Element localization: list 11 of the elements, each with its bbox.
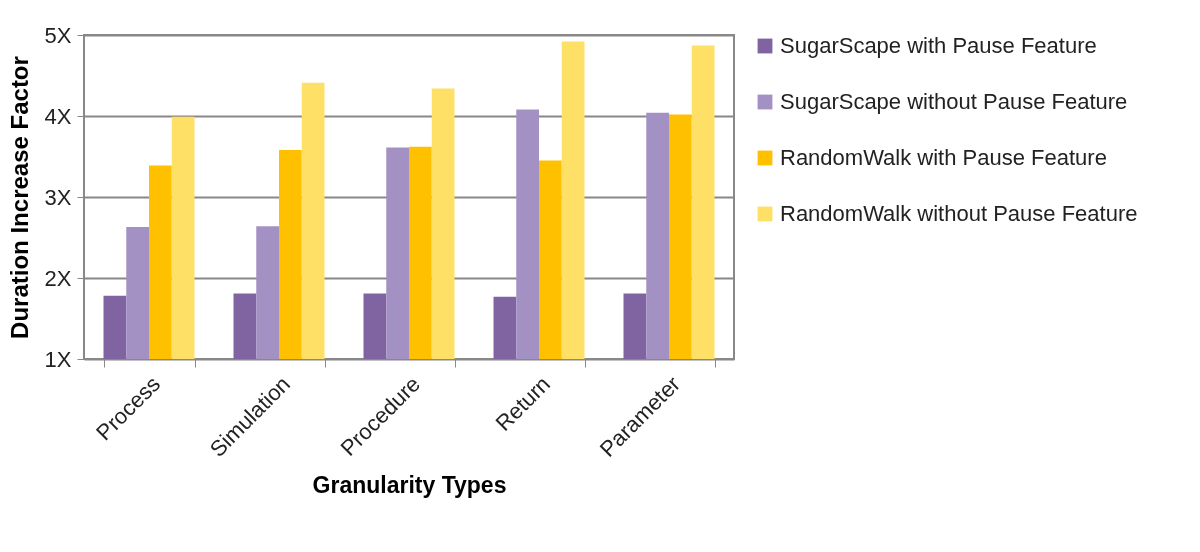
y-tick-label: 1X [44, 346, 72, 372]
y-tick-label: 3X [44, 184, 72, 210]
x-axis-title: Granularity Types [312, 471, 507, 498]
legend-label: SugarScape with Pause Feature [780, 33, 1097, 58]
legend-label: RandomWalk with Pause Feature [780, 145, 1107, 170]
y-tick-label: 2X [44, 265, 72, 291]
y-tick-label: 5X [44, 22, 72, 48]
legend-label: RandomWalk without Pause Feature [780, 201, 1138, 226]
legend-label: SugarScape without Pause Feature [780, 89, 1128, 114]
y-tick-label: 4X [44, 103, 72, 129]
y-axis-title: Duration Increase Factor [5, 56, 33, 339]
